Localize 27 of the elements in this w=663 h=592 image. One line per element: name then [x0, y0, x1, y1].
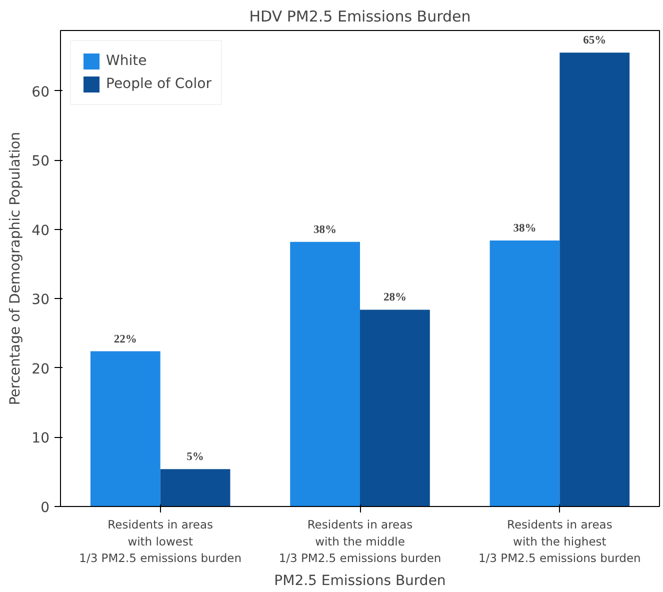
data-label: 28% [383, 292, 406, 304]
bar [560, 52, 630, 506]
data-label: 65% [583, 34, 606, 47]
y-tick-label: 10 [32, 430, 50, 447]
x-axis-title: PM2.5 Emissions Burden [274, 573, 446, 590]
y-tick-label: 0 [40, 500, 50, 516]
bar [360, 310, 430, 506]
x-tick-label: Residents in areas with the middle 1/3 PM2.5 emissions burden [278, 518, 442, 566]
chart-title: HDV PM2.5 Emissions Burden [249, 8, 471, 26]
data-label: 38% [314, 224, 337, 236]
x-tick-label: Residents in areas with lowest 1/3 PM2.5 emissions burden [79, 518, 242, 566]
y-axis-title: Percentage of Demographic Population [8, 132, 24, 406]
data-label: 38% [513, 222, 536, 234]
bar [90, 351, 160, 506]
x-tick-label: Residents in areas with the highest 1/3 PM2.5 emissions burden [478, 518, 641, 566]
y-tick-label: 40 [32, 222, 50, 239]
legend-label: White [106, 53, 147, 69]
data-label: 22% [114, 333, 137, 346]
y-tick-label: 30 [32, 292, 50, 308]
y-tick-label: 50 [32, 154, 50, 170]
data-label: 5% [186, 451, 204, 464]
bar [490, 240, 560, 506]
bar [290, 242, 360, 506]
bar [160, 469, 230, 506]
y-tick-label: 60 [32, 84, 50, 100]
legend-label: People of Color [106, 76, 212, 92]
y-tick-label: 20 [32, 361, 50, 378]
